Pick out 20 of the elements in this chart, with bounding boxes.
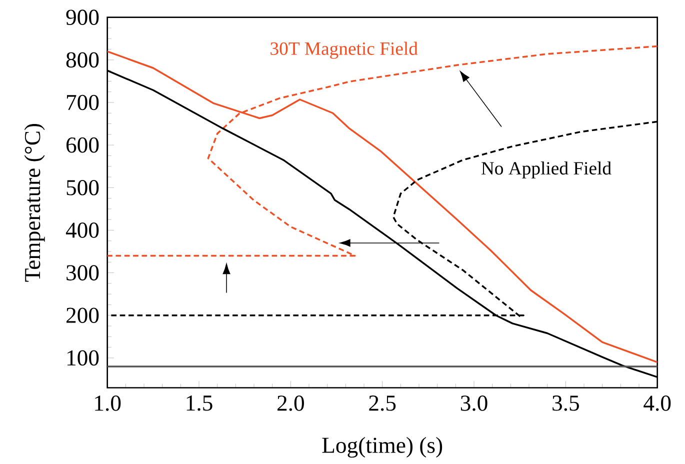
series-label: No Applied Field [481,161,612,178]
y-tick-label: 600 [66,137,99,153]
y-tick-label: 300 [66,265,99,280]
y-tick-label: 800 [66,52,99,68]
x-axis-title: Log(time) (s) [322,436,442,458]
y-tick-label: 200 [66,308,99,324]
x-tick-label: 4.0 [644,396,671,411]
x-tick-label: 1.0 [95,396,121,411]
y-tick-label: 500 [66,180,99,196]
x-tick-label: 3.5 [552,396,579,411]
y-tick-label: 100 [68,350,99,366]
x-tick-label: 1.5 [186,396,212,411]
series-label: 30T Magnetic Field [270,42,418,59]
y-axis-title: Temperature (°C) [24,124,45,282]
x-tick-label: 2.5 [369,396,396,411]
x-tick-label: 2.0 [278,396,304,411]
x-tick-label: 3.0 [460,396,488,411]
y-tick-label: 400 [66,222,99,238]
y-tick-label: 700 [67,94,99,110]
y-tick-label: 900 [66,10,99,25]
